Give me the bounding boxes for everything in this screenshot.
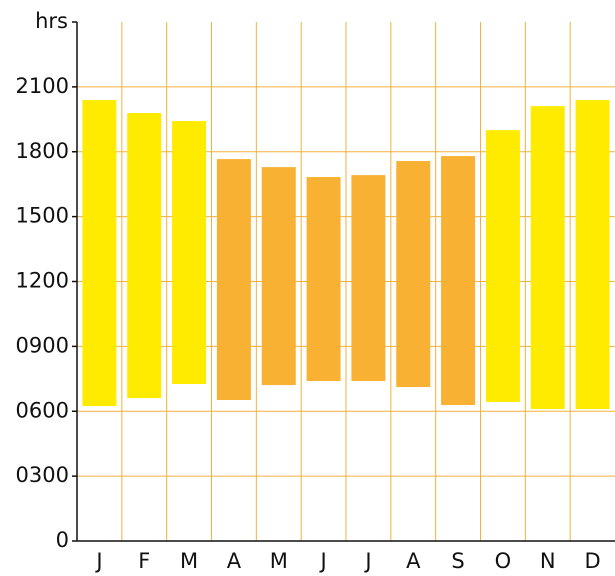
y-tick-label: 0600 [16,398,69,422]
bar [575,100,610,410]
x-tick-label: S [451,549,464,573]
y-tick-label: 0 [56,528,69,552]
y-tick-label: 2100 [16,74,69,98]
bar [306,177,341,381]
x-tick-label: M [180,549,198,573]
x-tick-label: F [138,549,150,573]
bar [261,167,296,386]
x-tick-label: A [406,549,421,573]
x-tick-label: O [495,549,512,573]
x-tick-label: N [540,549,556,573]
x-tick-label: D [584,549,600,573]
y-tick-label: 1500 [16,204,69,228]
bar [82,100,117,407]
x-tick-label: J [363,549,371,573]
bar [485,130,520,402]
bar [396,161,431,388]
y-tick-label: 1800 [16,139,69,163]
x-tick-label: J [94,549,102,573]
y-axis-label: hrs [35,9,68,33]
y-tick-label: 0300 [16,463,69,487]
bar [127,113,162,399]
x-tick-label: A [227,549,242,573]
x-tick-label: M [270,549,288,573]
bar [441,156,476,405]
y-tick-label: 1200 [16,269,69,293]
bar [351,175,386,381]
bar [216,159,251,401]
bar [530,106,565,410]
x-tick-label: J [318,549,326,573]
bar [172,121,207,385]
y-tick-label: 0900 [16,333,69,357]
